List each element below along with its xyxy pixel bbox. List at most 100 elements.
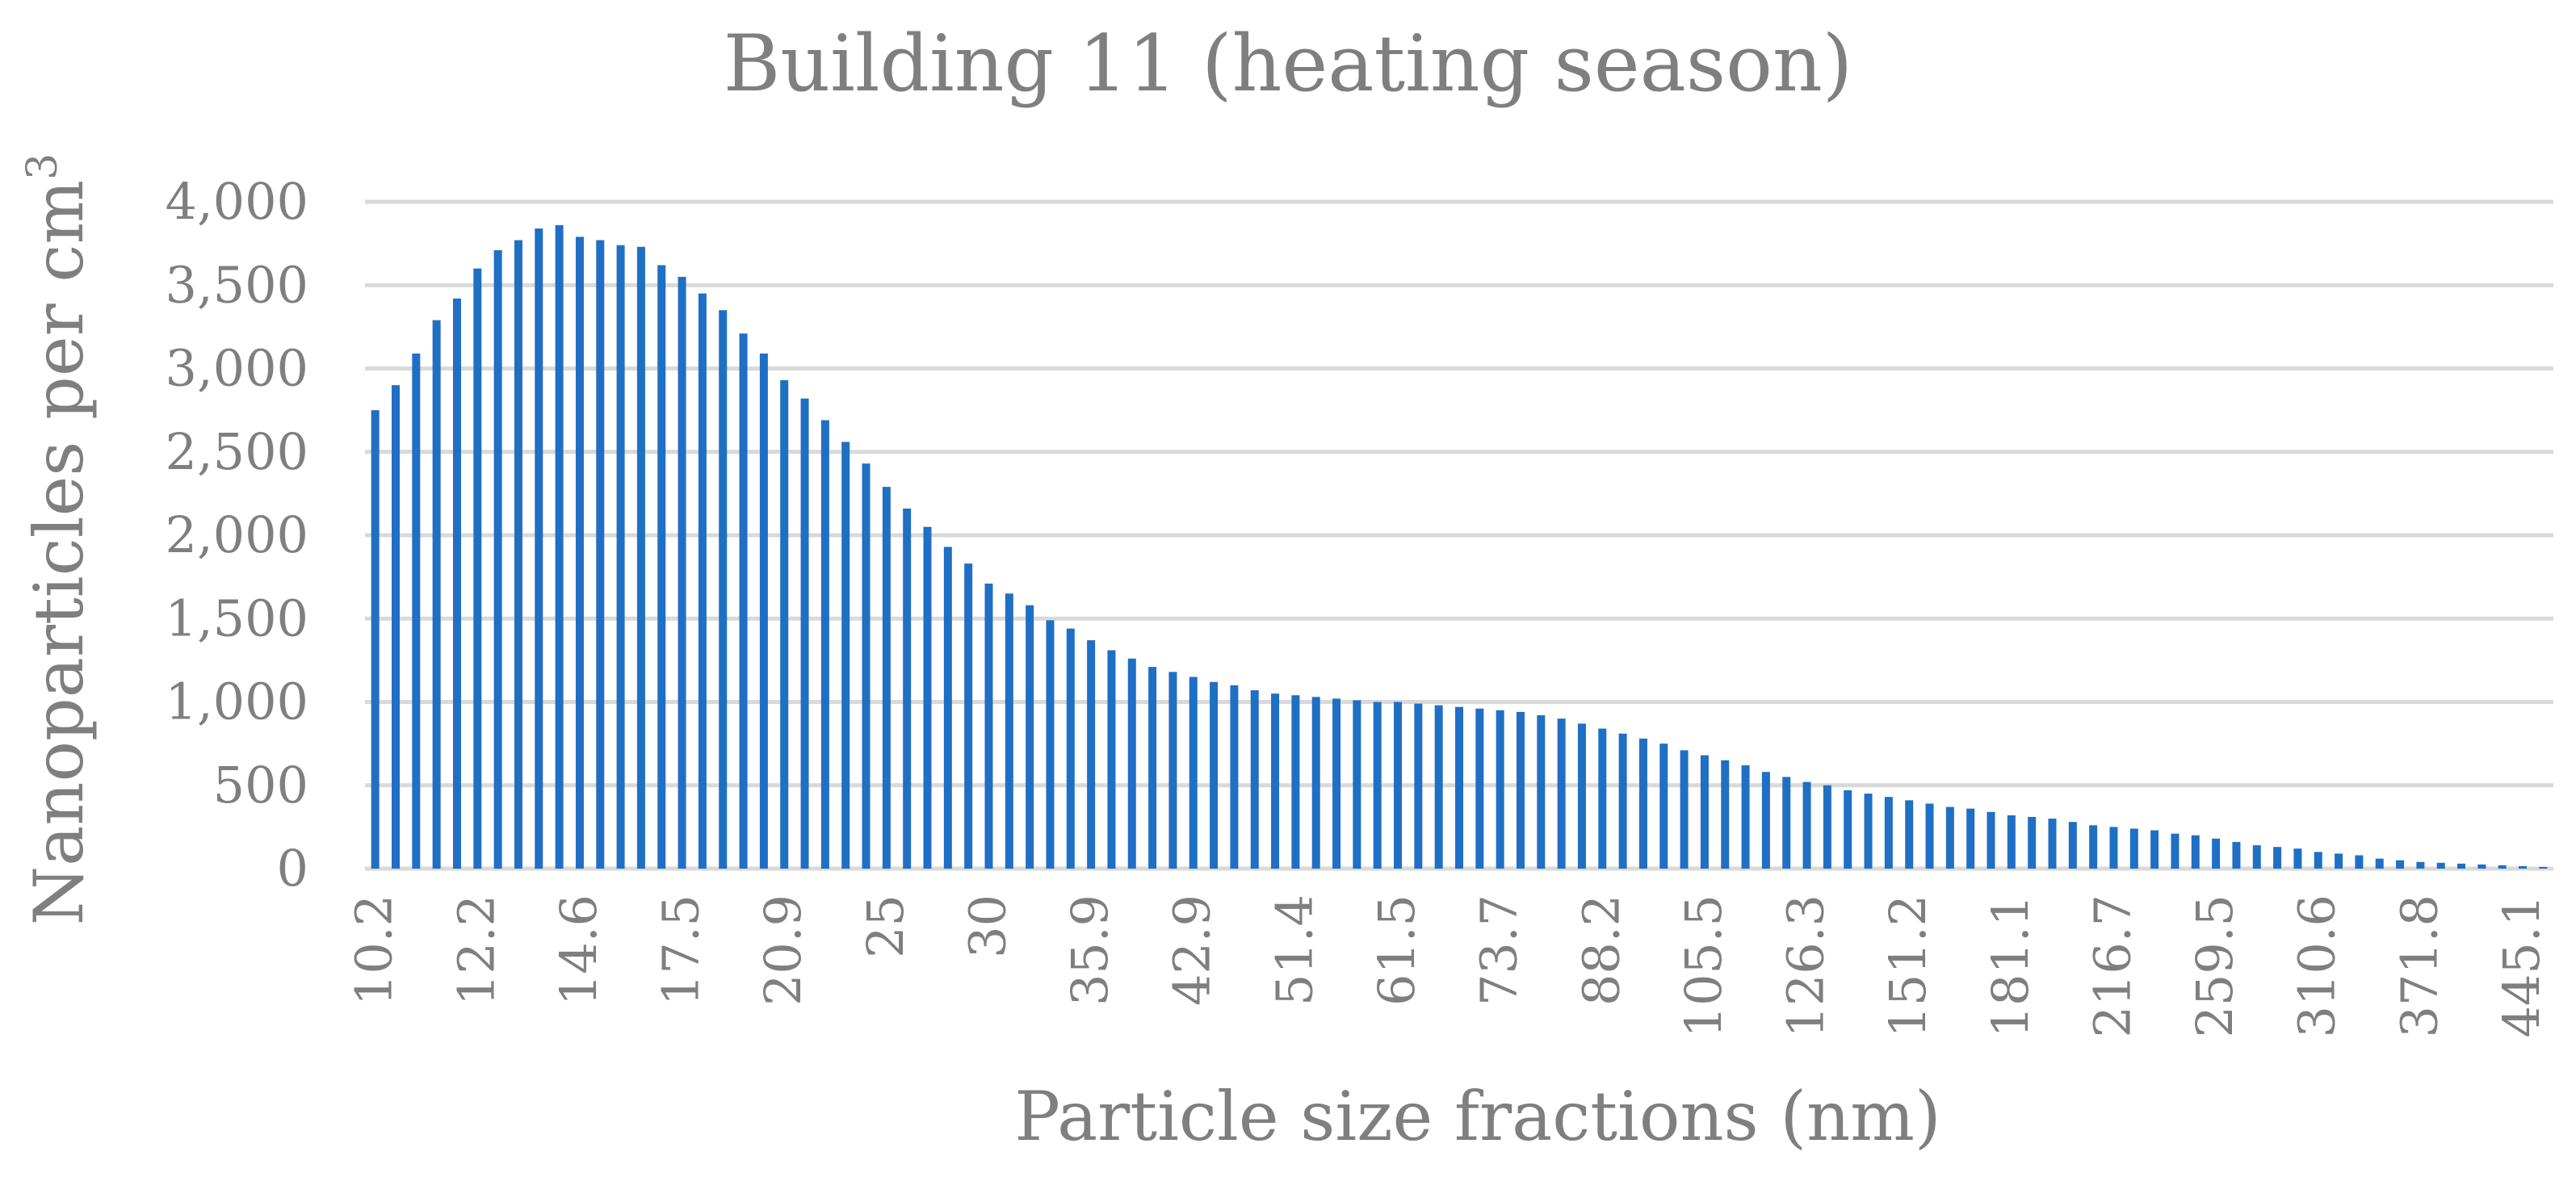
x-tick-label: 25 (856, 894, 915, 958)
bar (371, 410, 380, 869)
x-tick-label: 445.1 (2492, 894, 2551, 1038)
x-tick-label: 216.7 (2083, 894, 2142, 1038)
bar (1700, 755, 1709, 869)
bar (2129, 828, 2138, 869)
bar (1005, 593, 1013, 869)
bar (820, 420, 829, 869)
bar (535, 228, 543, 869)
bar (2436, 862, 2445, 869)
bar (739, 333, 748, 869)
bar (1557, 718, 1566, 869)
bar (2539, 866, 2548, 869)
bar (1741, 764, 1750, 869)
bar (616, 245, 625, 869)
bar (2089, 825, 2098, 869)
bar (1884, 797, 1893, 869)
bar (1414, 703, 1423, 869)
y-tick-label: 500 (213, 756, 308, 815)
bar (657, 265, 666, 869)
bar (1394, 702, 1403, 869)
bar (2396, 860, 2405, 869)
bar (1577, 723, 1586, 869)
bar (391, 385, 400, 869)
bar (2191, 835, 2200, 869)
x-tick-label: 14.6 (549, 894, 608, 1006)
bar-series (371, 224, 2548, 869)
bar (1945, 806, 1954, 869)
x-tick-label: 181.1 (1981, 894, 2040, 1038)
bar (1987, 811, 1995, 869)
bar (800, 398, 809, 869)
y-tick-label: 3,500 (166, 255, 309, 314)
bar (2457, 863, 2466, 869)
bar (452, 298, 461, 869)
bar (2028, 816, 2037, 869)
bar (882, 487, 891, 869)
x-tick-label: 61.5 (1367, 894, 1426, 1006)
bar (1598, 728, 1607, 869)
bar (2048, 819, 2057, 869)
bar (964, 563, 973, 869)
bar (923, 526, 932, 869)
bar (2498, 865, 2507, 869)
x-tick-label: 17.5 (652, 894, 711, 1006)
bar (943, 547, 952, 869)
bar (903, 508, 912, 869)
bar (1761, 772, 1770, 869)
bar (2007, 815, 2016, 869)
y-tick-label: 1,000 (166, 672, 309, 731)
bar (514, 240, 522, 869)
bar (1107, 650, 1116, 869)
y-tick-label: 3,000 (166, 339, 309, 398)
x-tick-label: 371.8 (2389, 894, 2448, 1038)
bar (1802, 781, 1811, 869)
x-tick-label: 88.2 (1571, 894, 1630, 1006)
bar (1353, 700, 1361, 869)
bar (1148, 667, 1157, 869)
y-axis-ticks: 0 500 1,000 1,500 2,000 2,500 3,000 3,500 4,000 (166, 172, 309, 898)
y-tick-label: 1,500 (166, 589, 309, 647)
bar (1066, 628, 1075, 869)
bar (1311, 697, 1320, 869)
bar (1046, 620, 1055, 869)
bar (984, 583, 993, 869)
bar (2519, 865, 2528, 869)
bar (1537, 715, 1546, 869)
x-tick-label: 310.6 (2288, 894, 2347, 1038)
bar (1271, 693, 1280, 869)
bar (2477, 864, 2486, 869)
x-tick-label: 73.7 (1470, 894, 1529, 1006)
bar (862, 463, 871, 869)
bar (2335, 853, 2343, 869)
bar (678, 276, 686, 869)
bar (596, 240, 605, 869)
bar (1127, 658, 1136, 869)
bar (2212, 838, 2221, 869)
bar (555, 224, 564, 869)
bar (1496, 710, 1504, 869)
bar (1618, 733, 1627, 869)
bar (1864, 794, 1873, 869)
bar (2293, 848, 2302, 869)
bar (2150, 830, 2159, 869)
bar (1721, 760, 1730, 869)
bar (1332, 698, 1341, 869)
bar (432, 320, 441, 869)
x-tick-label: 20.9 (753, 894, 812, 1006)
x-tick-label: 105.5 (1674, 894, 1733, 1038)
bar (473, 268, 482, 869)
bar (2314, 852, 2322, 869)
bar (1905, 800, 1914, 869)
bar (2232, 841, 2241, 869)
bar (2252, 845, 2261, 869)
bar (1966, 808, 1975, 869)
bar (575, 237, 584, 869)
bar (1823, 785, 1831, 869)
bar (2109, 827, 2118, 869)
gridlines (365, 199, 2553, 871)
y-tick-label: 2,500 (166, 422, 309, 481)
y-tick-label: 0 (277, 839, 308, 898)
bar (412, 353, 421, 869)
